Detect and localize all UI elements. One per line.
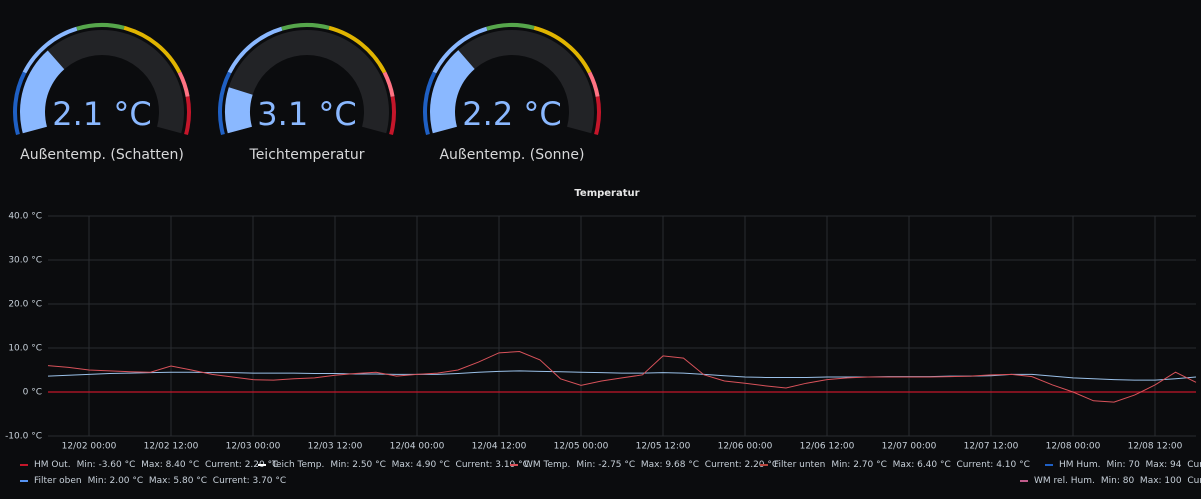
- gauge-threshold: [422, 71, 437, 136]
- x-tick-label: 12/08 12:00: [1128, 442, 1183, 452]
- x-tick-label: 12/07 00:00: [882, 442, 937, 452]
- gauge-track: [225, 30, 390, 134]
- gauge-threshold: [486, 22, 535, 31]
- gauge-threshold: [533, 25, 592, 74]
- legend-stats: Min: 80 Max: 100 Curren: [1100, 476, 1201, 486]
- y-tick-label: 20.0 °C: [8, 300, 42, 310]
- legend-swatch: [20, 464, 28, 466]
- gauge-threshold: [432, 26, 488, 74]
- gauge-label: Außentemp. (Schatten): [20, 147, 184, 163]
- legend-item[interactable]: Filter oben Min: 2.00 °C Max: 5.80 °C Cur…: [20, 476, 286, 486]
- x-tick-label: 12/03 12:00: [308, 442, 363, 452]
- gauge-label: Teichtemperatur: [249, 147, 365, 163]
- gauge-threshold: [382, 71, 395, 97]
- gauge-threshold: [218, 71, 232, 136]
- y-tick-label: 0 °C: [23, 388, 42, 398]
- gauge-threshold: [12, 71, 27, 136]
- legend-swatch: [258, 464, 266, 466]
- gauge-threshold: [177, 71, 190, 97]
- legend-name: WM Temp.: [524, 460, 571, 470]
- legend-swatch: [1020, 480, 1028, 482]
- legend-name: WM rel. Hum.: [1034, 476, 1095, 486]
- legend-name: HM Out.: [34, 460, 71, 470]
- legend-stats: Min: 70 Max: 94 Curren: [1106, 460, 1201, 470]
- x-tick-label: 12/02 12:00: [144, 442, 199, 452]
- gauge-value: 2.1 °C: [52, 95, 151, 133]
- x-tick-label: 12/02 00:00: [62, 442, 117, 452]
- y-tick-label: 40.0 °C: [8, 212, 42, 222]
- legend-item[interactable]: WM rel. Hum. Min: 80 Max: 100 Curren: [1020, 476, 1201, 486]
- gauge-threshold: [76, 22, 125, 31]
- y-tick-label: -10.0 °C: [5, 432, 42, 442]
- series-line: [47, 351, 1197, 403]
- x-tick-label: 12/05 00:00: [554, 442, 609, 452]
- legend-swatch: [760, 464, 768, 466]
- x-tick-label: 12/03 00:00: [226, 442, 281, 452]
- gauge-value: 3.1 °C: [257, 95, 356, 133]
- y-tick-label: 30.0 °C: [8, 256, 42, 266]
- legend-swatch: [510, 464, 518, 466]
- legend-swatch: [20, 480, 28, 482]
- legend-item[interactable]: WM Temp. Min: -2.75 °C Max: 9.68 °C Curre…: [510, 460, 778, 470]
- legend-name: HM Hum.: [1059, 460, 1101, 470]
- gauge-threshold: [123, 25, 182, 74]
- x-tick-label: 12/06 00:00: [718, 442, 773, 452]
- legend-name: Teich Temp.: [272, 460, 325, 470]
- gauge-threshold: [22, 26, 78, 74]
- gauge-threshold: [587, 71, 600, 97]
- legend-stats: Min: 2.50 °C Max: 4.90 °C Current: 3.10 …: [330, 460, 529, 470]
- gauge-threshold: [328, 25, 387, 74]
- legend-stats: Min: 2.00 °C Max: 5.80 °C Current: 3.70 …: [87, 476, 287, 486]
- legend-item[interactable]: Filter unten Min: 2.70 °C Max: 6.40 °C Cu…: [760, 460, 1030, 470]
- gauge-label: Außentemp. (Sonne): [439, 147, 584, 163]
- gauge-threshold: [184, 96, 191, 136]
- gauge-track: [430, 30, 594, 134]
- gauge-threshold: [281, 22, 330, 31]
- y-tick-label: 10.0 °C: [8, 344, 42, 354]
- chart-title: Temperatur: [574, 188, 639, 199]
- legend-name: Filter oben: [34, 476, 82, 486]
- legend-swatch: [1045, 464, 1053, 466]
- legend-stats: Min: -3.60 °C Max: 8.40 °C Current: 2.20…: [76, 460, 279, 470]
- x-tick-label: 12/08 00:00: [1046, 442, 1101, 452]
- legend-item[interactable]: HM Out. Min: -3.60 °C Max: 8.40 °C Curren…: [20, 460, 278, 470]
- gauge-fill: [429, 50, 475, 134]
- legend-name: Filter unten: [774, 460, 826, 470]
- x-tick-label: 12/04 12:00: [472, 442, 527, 452]
- gauge-fill: [20, 50, 65, 134]
- x-tick-label: 12/06 12:00: [800, 442, 855, 452]
- legend-item[interactable]: HM Hum. Min: 70 Max: 94 Curren: [1045, 460, 1201, 470]
- x-tick-label: 12/05 12:00: [636, 442, 691, 452]
- gauge-threshold: [594, 96, 601, 136]
- x-tick-label: 12/04 00:00: [390, 442, 445, 452]
- gauge-value: 2.2 °C: [462, 95, 561, 133]
- gauge-threshold: [227, 26, 283, 74]
- x-tick-label: 12/07 12:00: [964, 442, 1019, 452]
- gauge-track: [19, 29, 184, 134]
- gauge-fill: [225, 87, 253, 134]
- gauge-threshold: [389, 96, 397, 136]
- legend-item[interactable]: Teich Temp. Min: 2.50 °C Max: 4.90 °C Cur…: [258, 460, 529, 470]
- legend-stats: Min: -2.75 °C Max: 9.68 °C Current: 2.20…: [576, 460, 779, 470]
- legend-stats: Min: 2.70 °C Max: 6.40 °C Current: 4.10 …: [831, 460, 1030, 470]
